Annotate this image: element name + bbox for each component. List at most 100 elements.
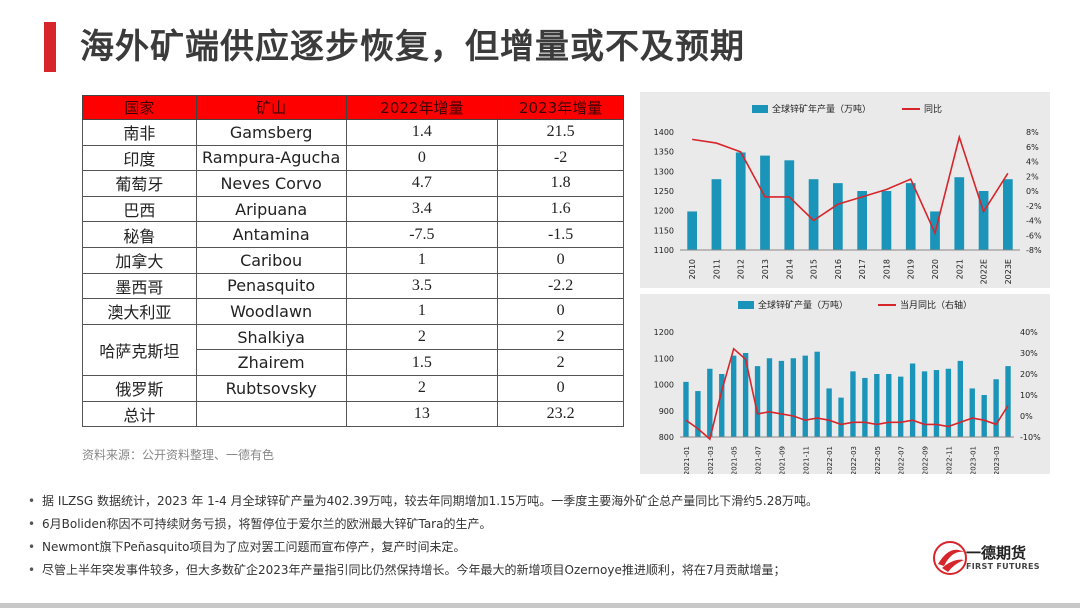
bar	[954, 177, 965, 250]
cell-mine: Aripuana	[195, 195, 347, 223]
legend-line-label: 当月同比（右轴）	[900, 299, 972, 311]
bar	[814, 351, 820, 437]
y-left-tick-label: 1200	[654, 207, 674, 216]
bar	[707, 368, 713, 437]
header-2022: 2022年增量	[345, 95, 499, 120]
table-row: 总计 13 23.2	[82, 400, 624, 428]
y-right-tick-label: 8%	[1026, 128, 1039, 137]
cell-y2023: 23.2	[497, 400, 624, 428]
cell-country: 加拿大	[82, 246, 197, 274]
bar	[735, 152, 746, 250]
bar	[957, 360, 964, 437]
x-tick-label: 2021-11	[802, 446, 810, 474]
y-right-tick-label: 0%	[1020, 412, 1033, 421]
title-accent-bar	[44, 22, 56, 72]
x-tick-label: 2012	[737, 259, 746, 279]
legend-line-label: 同比	[924, 103, 942, 115]
bar	[730, 355, 737, 437]
table-row: 南非 Gamsberg 1.4 21.5	[82, 119, 624, 146]
x-tick-label: 2023-03	[993, 446, 1001, 474]
bar	[862, 377, 868, 437]
table-row: 澳大利亚 Woodlawn 1 0	[82, 298, 624, 325]
x-tick-label: 2021-03	[707, 446, 715, 474]
logo-name: 一德期货	[966, 544, 1027, 562]
y-right-tick-label: 2%	[1026, 172, 1039, 181]
bar	[808, 179, 819, 250]
x-tick-label: 2021-05	[731, 446, 739, 474]
bar	[1005, 366, 1011, 437]
x-tick-label: 2015	[810, 259, 819, 279]
cell-country: 俄罗斯	[82, 374, 197, 402]
cell-mine: Gamsberg	[195, 119, 347, 146]
cell-y2022: 4.7	[345, 170, 499, 197]
bar	[850, 371, 856, 437]
cell-mine: Rubtsovsky	[195, 374, 347, 402]
table-row: 哈萨克斯坦 Shalkiya 2 2	[82, 323, 624, 376]
bullet-item: 据 ILZSG 数据统计，2023 年 1-4 月全球锌矿产量为402.39万吨…	[28, 493, 818, 516]
logo-subtitle: FIRST FUTURES	[966, 562, 1040, 571]
cell-mine: Caribou	[195, 246, 347, 274]
bar	[695, 391, 701, 437]
bar	[945, 368, 952, 437]
y-left-tick-label: 900	[659, 407, 674, 416]
bar	[742, 353, 749, 437]
x-tick-label: 2018	[882, 259, 891, 279]
legend-bar-label: 全球锌矿产量（万吨）	[758, 299, 848, 311]
cell-country: 哈萨克斯坦	[82, 323, 197, 376]
x-tick-label: 2017	[858, 259, 867, 279]
y-right-tick-label: 10%	[1020, 391, 1038, 400]
legend-bar-swatch	[752, 105, 768, 113]
cell-y2022: 2	[345, 323, 499, 351]
x-tick-label: 2021	[955, 259, 964, 279]
table-header-row: 国家 矿山 2022年增量 2023年增量	[82, 95, 624, 120]
cell-y2023: 1.6	[497, 195, 624, 223]
cell-country: 墨西哥	[82, 272, 197, 300]
bar	[978, 191, 989, 250]
bar	[905, 183, 916, 250]
footer-divider	[0, 603, 1080, 608]
y-left-tick-label: 1100	[654, 354, 674, 363]
x-tick-label: 2022-01	[826, 446, 834, 474]
cell-country: 总计	[82, 400, 197, 428]
y-right-tick-label: -6%	[1026, 231, 1042, 240]
bar	[838, 397, 844, 437]
x-tick-label: 2010	[688, 259, 697, 279]
bar	[754, 366, 761, 437]
header-country: 国家	[82, 95, 197, 120]
monthly-zinc-chart: 全球锌矿产量（万吨） 当月同比（右轴） 800 900 1000 1100 1200 -10%…	[654, 299, 1041, 474]
legend-bar-swatch	[738, 301, 754, 309]
y-right-tick-label: -4%	[1026, 217, 1042, 226]
table-row: 墨西哥 Penasquito 3.5 -2.2	[82, 272, 624, 300]
x-tick-label: 2021-01	[683, 446, 691, 474]
x-tick-label: 2022-09	[922, 446, 930, 474]
cell-country: 秘鲁	[82, 221, 197, 248]
cell-mine: Antamina	[195, 221, 347, 248]
x-tick-label: 2022-11	[945, 446, 953, 474]
series-line	[692, 134, 1009, 236]
cell-y2022: 13	[345, 400, 499, 428]
x-tick-label: 2022-03	[850, 446, 858, 474]
header-mine: 矿山	[195, 95, 347, 120]
bar	[711, 179, 722, 250]
cell-y2022: 1.4	[345, 119, 499, 146]
y-left-tick-label: 1200	[654, 328, 674, 337]
y-left-tick-label: 800	[659, 433, 674, 442]
x-tick-label: 2023E	[1004, 259, 1013, 284]
cell-y2023: -2	[497, 144, 624, 172]
bar	[766, 358, 773, 437]
page-title: 海外矿端供应逐步恢复，但增量或不及预期	[80, 27, 745, 67]
cell-mine	[195, 400, 347, 428]
y-right-tick-label: -8%	[1026, 246, 1042, 255]
bar	[874, 374, 880, 437]
bar	[886, 374, 892, 437]
bar	[833, 183, 843, 250]
table-row: 加拿大 Caribou 1 0	[82, 246, 624, 274]
y-left-tick-label: 1100	[654, 246, 674, 255]
y-right-tick-label: -10%	[1020, 433, 1041, 442]
bar	[683, 381, 689, 437]
bar	[778, 360, 785, 437]
cell-mine: Woodlawn	[195, 298, 347, 325]
y-left-tick-label: 1350	[654, 148, 674, 157]
cell-country: 南非	[82, 119, 197, 146]
cell-y2023: 0	[497, 246, 624, 274]
